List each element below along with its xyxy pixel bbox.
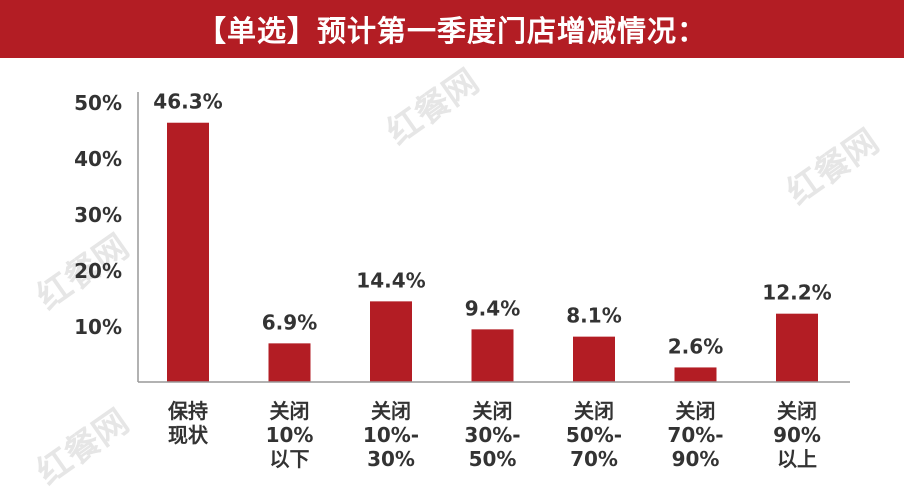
bar [167,122,209,382]
x-tick-label: 关闭 30%-50% [464,399,520,471]
bar [573,336,615,382]
chart-title: 【单选】预计第一季度门店增减情况： [196,14,707,48]
data-label: 2.6% [668,334,723,358]
data-label: 46.3% [153,90,222,114]
x-tick-label: 关闭 10%以下 [266,399,314,471]
x-tick-label: 保持现状 [167,399,209,447]
chart-header: 【单选】预计第一季度门店增减情况： [0,0,904,58]
bar [776,313,818,382]
y-tick-label: 10% [74,315,122,339]
bar [471,329,514,382]
x-tick-label: 关闭 10%-30% [363,399,419,471]
x-tick-label: 关闭 50%-70% [566,399,622,471]
y-tick-label: 30% [74,203,122,227]
bar [674,367,717,382]
data-label: 12.2% [762,281,831,305]
x-tick-label: 关闭 70%-90% [667,399,723,471]
data-label: 8.1% [566,304,621,328]
data-label: 6.9% [262,310,317,334]
y-tick-label: 40% [74,147,122,171]
bar [268,343,311,382]
y-tick-label: 20% [74,259,122,283]
data-label: 9.4% [465,296,520,320]
data-label: 14.4% [356,268,425,292]
y-tick-label: 50% [74,91,122,115]
x-tick-label: 关闭 90%以上 [773,399,821,471]
bar [370,301,412,382]
